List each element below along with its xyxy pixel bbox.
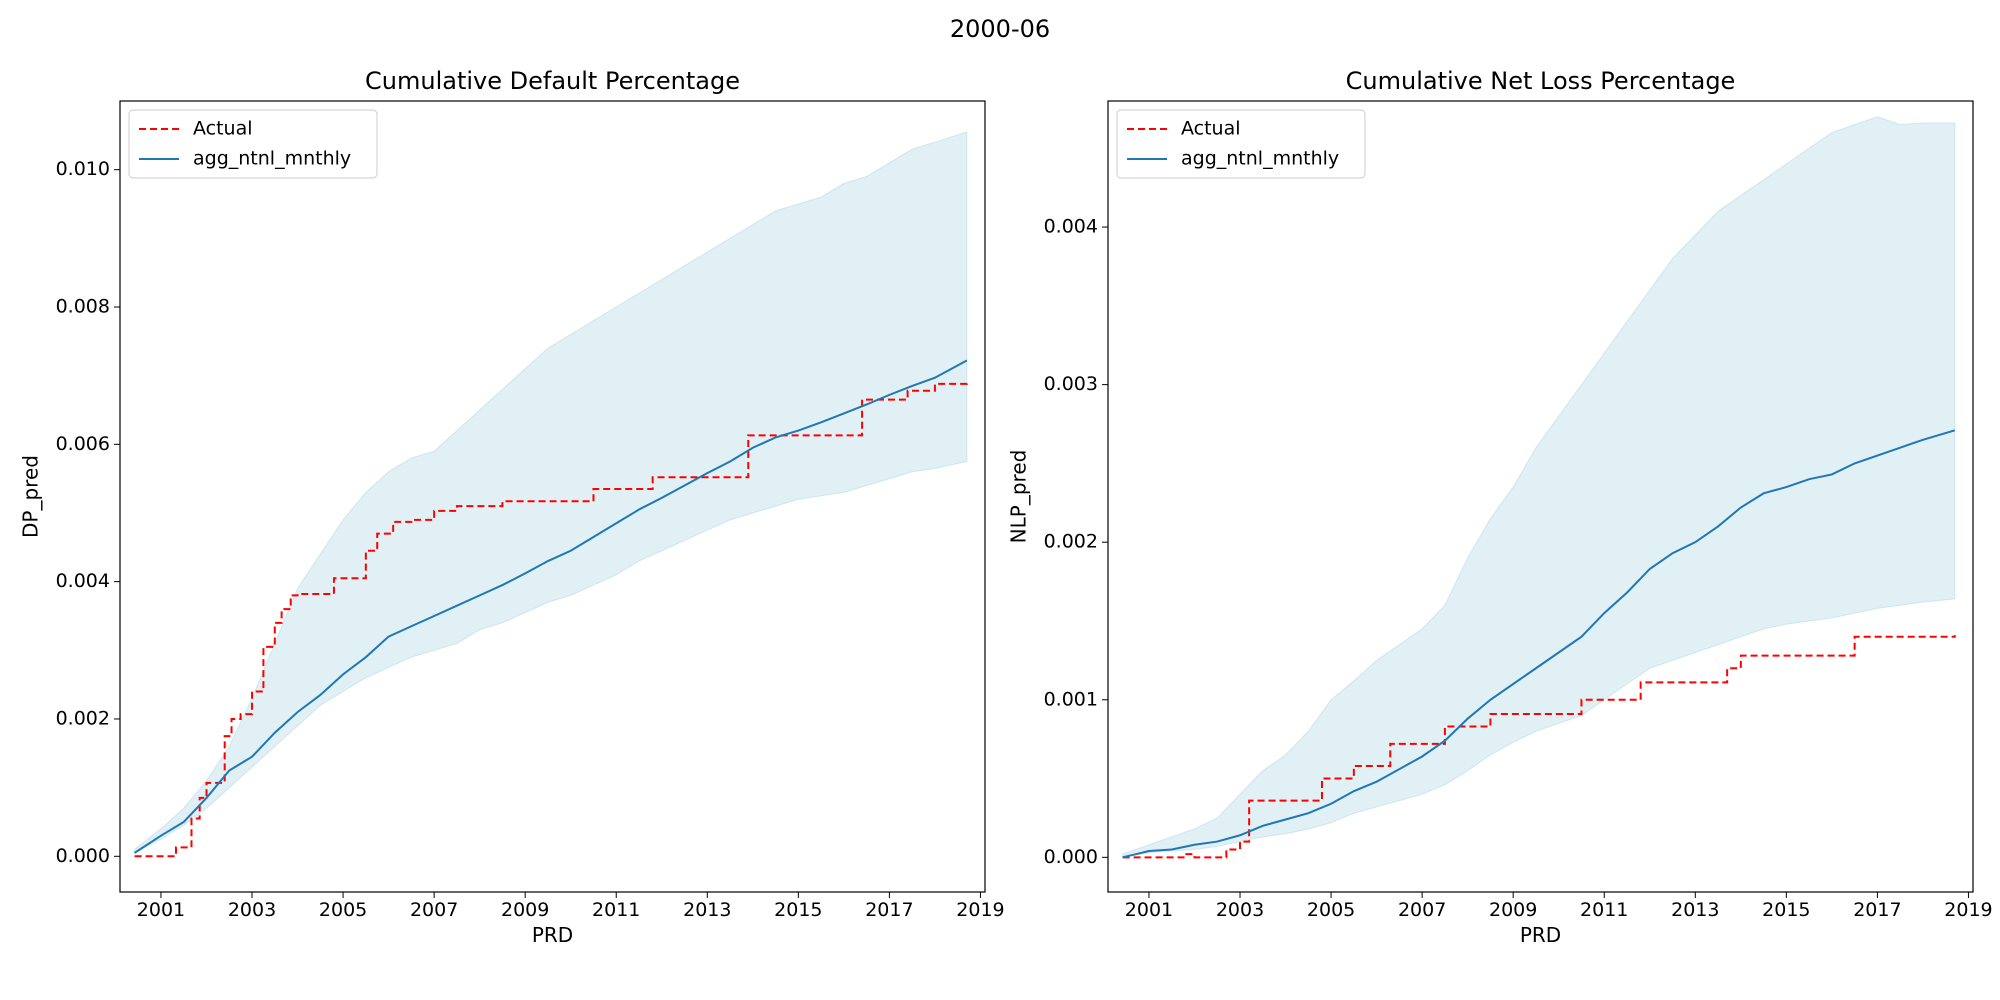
default-y-axis-label: DP_pred <box>19 455 43 538</box>
net-loss-legend-actual-label: Actual <box>1181 118 1241 140</box>
net-loss-y-tick-label: 0.000 <box>1044 846 1098 868</box>
net-loss-y-axis-label: NLP_pred <box>1007 450 1031 544</box>
net-loss-x-tick-label: 2009 <box>1489 899 1537 921</box>
default-y-tick-label: 0.010 <box>56 158 110 180</box>
net-loss-legend-box <box>1116 109 1366 179</box>
net-loss-axes-frame <box>1107 100 1974 893</box>
default-actual-line <box>134 382 968 858</box>
net-loss-x-tick-label: 2011 <box>1580 899 1628 921</box>
net-loss-y-tick-label: 0.002 <box>1044 531 1098 553</box>
default-x-tick-label: 2009 <box>501 899 549 921</box>
default-x-axis-label: PRD <box>532 923 573 947</box>
default-x-tick-label: 2015 <box>774 899 822 921</box>
net-loss-x-tick-label: 2019 <box>1944 899 1992 921</box>
default-model-line <box>134 359 968 854</box>
default-x-tick-label: 2007 <box>410 899 458 921</box>
net-loss-x-tick-label: 2007 <box>1398 899 1446 921</box>
net-loss-x-tick-label: 2017 <box>1853 899 1901 921</box>
net-loss-actual-line <box>1122 635 1956 859</box>
default-y-tick-label: 0.004 <box>56 570 110 592</box>
default-x-tick-label: 2017 <box>865 899 913 921</box>
net-loss-x-tick-label: 2001 <box>1125 899 1173 921</box>
net-loss-x-axis-label: PRD <box>1520 923 1561 947</box>
default-legend-actual-label: Actual <box>193 118 253 140</box>
net-loss-y-tick-label: 0.001 <box>1044 688 1098 710</box>
net-loss-chart-title: Cumulative Net Loss Percentage <box>1346 67 1736 95</box>
net-loss-legend: Actual agg_ntnl_mnthly <box>1116 109 1366 179</box>
default-x-tick-label: 2019 <box>956 899 1004 921</box>
default-confidence-band <box>134 131 968 854</box>
default-legend-model-label: agg_ntnl_mnthly <box>193 148 351 170</box>
net-loss-percentage-plot: 2001 2003 2005 2007 2009 2011 2013 2015 2017 2019… <box>1007 67 1993 947</box>
default-y-tick-label: 0.000 <box>56 845 110 867</box>
net-loss-y-tick-label: 0.004 <box>1044 216 1098 238</box>
default-axes-frame <box>119 100 986 893</box>
default-y-tick-label: 0.006 <box>56 433 110 455</box>
default-x-tick-label: 2013 <box>683 899 731 921</box>
default-x-tick-label: 2005 <box>319 899 367 921</box>
default-y-tick-label: 0.002 <box>56 707 110 729</box>
default-y-tick-label: 0.008 <box>56 295 110 317</box>
net-loss-x-tick-label: 2015 <box>1762 899 1810 921</box>
default-x-tick-label: 2003 <box>228 899 276 921</box>
net-loss-model-line <box>1122 429 1956 859</box>
net-loss-confidence-band <box>1122 116 1956 858</box>
default-chart-title: Cumulative Default Percentage <box>365 67 740 95</box>
default-percentage-plot: 2001 2003 2005 2007 2009 2011 2013 2015 2017 2019… <box>19 67 1005 947</box>
default-x-tick-label: 2011 <box>592 899 640 921</box>
default-legend: Actual agg_ntnl_mnthly <box>128 109 378 179</box>
net-loss-x-tick-label: 2003 <box>1216 899 1264 921</box>
figure-suptitle: 2000-06 <box>950 15 1050 43</box>
net-loss-y-tick-label: 0.003 <box>1044 373 1098 395</box>
default-x-tick-label: 2001 <box>137 899 185 921</box>
net-loss-x-tick-label: 2005 <box>1307 899 1355 921</box>
net-loss-legend-model-label: agg_ntnl_mnthly <box>1181 148 1339 170</box>
default-legend-box <box>128 109 378 179</box>
net-loss-x-tick-label: 2013 <box>1671 899 1719 921</box>
